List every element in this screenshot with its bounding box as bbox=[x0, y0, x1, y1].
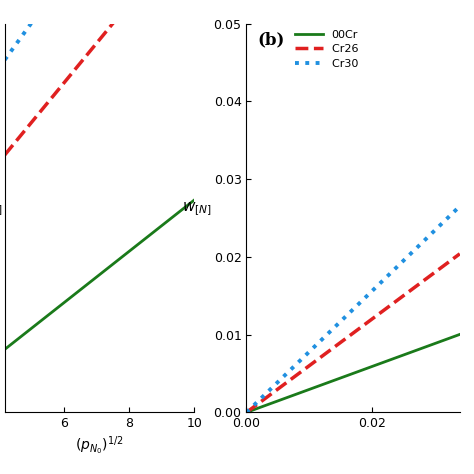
Text: (b): (b) bbox=[257, 31, 284, 48]
X-axis label: $(p_{N_0})^{1/2}$: $(p_{N_0})^{1/2}$ bbox=[75, 434, 124, 457]
Y-axis label: $w_{[N]}$: $w_{[N]}$ bbox=[0, 201, 3, 218]
Y-axis label: $w_{[N]}$: $w_{[N]}$ bbox=[182, 201, 212, 218]
Legend: 00Cr, Cr26 , Cr30 : 00Cr, Cr26 , Cr30 bbox=[291, 26, 365, 73]
